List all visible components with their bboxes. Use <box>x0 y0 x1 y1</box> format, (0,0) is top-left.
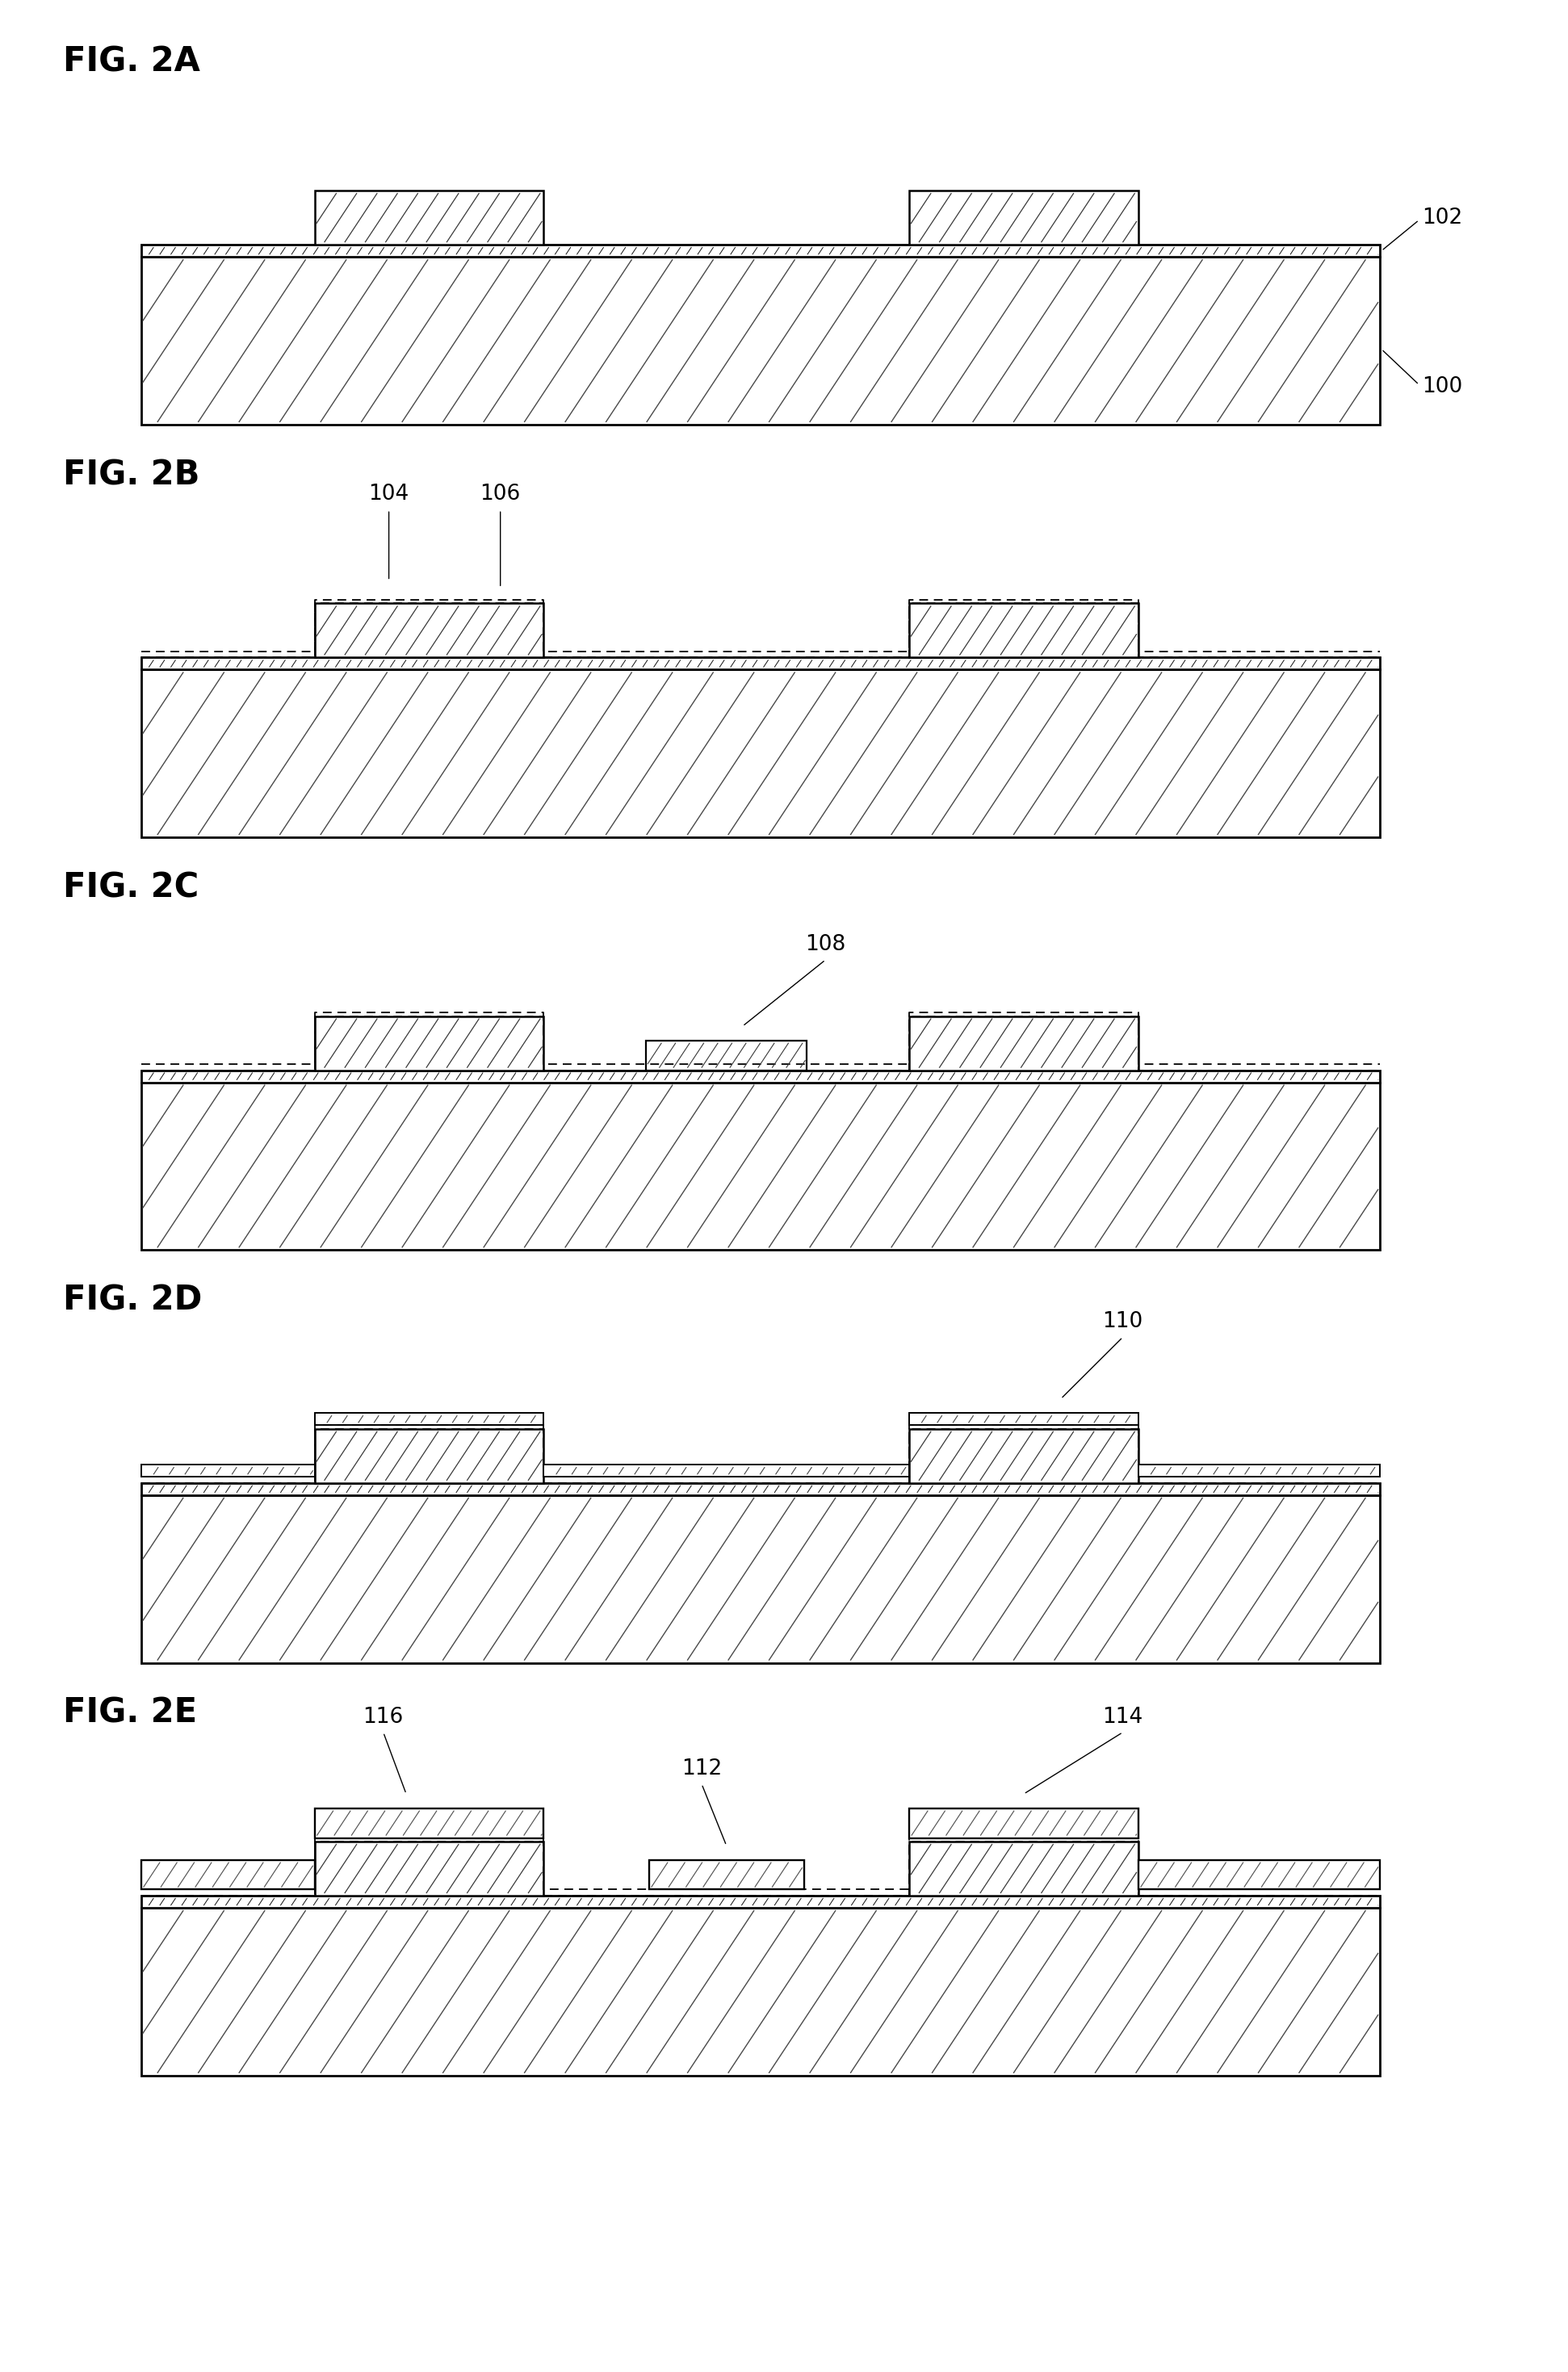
Text: 104: 104 <box>368 484 409 505</box>
Text: 112: 112 <box>682 1758 721 1779</box>
Bar <box>141 1070 1380 1082</box>
Bar <box>141 657 1380 669</box>
Bar <box>909 1807 1138 1838</box>
Bar <box>909 190 1138 244</box>
Bar <box>1138 1464 1380 1478</box>
Bar <box>315 1841 544 1895</box>
Text: 102: 102 <box>1422 206 1463 228</box>
Bar <box>141 1860 315 1890</box>
Bar <box>909 1414 1138 1426</box>
Bar <box>315 1807 544 1838</box>
Bar <box>141 669 1380 837</box>
Text: FIG. 2B: FIG. 2B <box>63 458 199 491</box>
Bar <box>315 1414 544 1426</box>
Text: 116: 116 <box>364 1705 403 1727</box>
Text: 106: 106 <box>480 484 521 505</box>
Bar <box>649 1860 804 1890</box>
Bar <box>909 1015 1138 1070</box>
Bar <box>315 602 544 657</box>
Text: 100: 100 <box>1422 377 1463 398</box>
Text: 108: 108 <box>806 935 845 956</box>
Bar <box>141 1464 315 1478</box>
Text: 114: 114 <box>1102 1705 1143 1727</box>
Bar <box>141 244 1380 256</box>
Bar <box>909 602 1138 657</box>
Bar <box>141 1082 1380 1250</box>
Bar <box>646 1041 808 1070</box>
Bar <box>315 1428 544 1482</box>
Bar <box>141 1907 1380 2076</box>
Bar <box>141 1494 1380 1663</box>
Bar <box>141 1482 1380 1494</box>
Text: FIG. 2A: FIG. 2A <box>63 45 199 78</box>
Bar <box>909 1428 1138 1482</box>
Bar <box>544 1464 909 1478</box>
Bar <box>315 190 544 244</box>
Text: 110: 110 <box>1102 1312 1143 1333</box>
Text: FIG. 2C: FIG. 2C <box>63 871 199 904</box>
Bar <box>1138 1860 1380 1890</box>
Bar <box>141 256 1380 425</box>
Bar <box>909 1841 1138 1895</box>
Bar <box>141 1895 1380 1907</box>
Text: FIG. 2D: FIG. 2D <box>63 1283 202 1316</box>
Text: FIG. 2E: FIG. 2E <box>63 1696 198 1729</box>
Bar <box>315 1015 544 1070</box>
